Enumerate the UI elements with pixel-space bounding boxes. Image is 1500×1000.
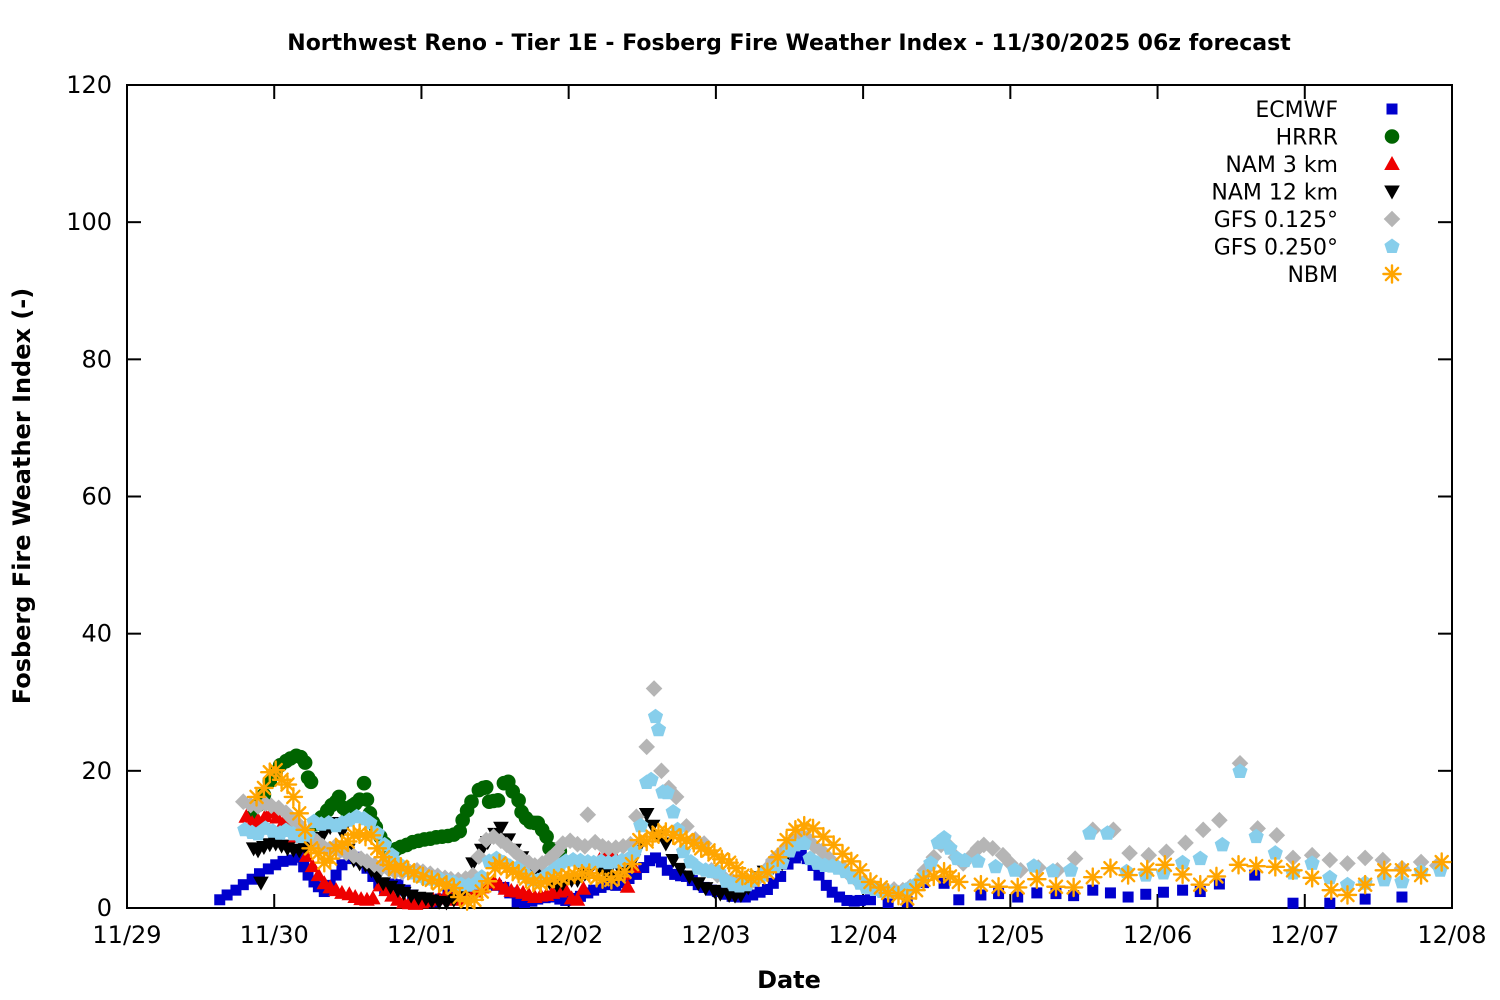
legend-marker-diamond-icon <box>1383 210 1401 228</box>
x-tick-label: 12/05 <box>976 921 1045 949</box>
y-tick-label: 100 <box>66 208 112 236</box>
y-tick-label: 60 <box>81 483 112 511</box>
x-tick-label: 12/02 <box>534 921 603 949</box>
y-tick-label: 120 <box>66 71 112 99</box>
legend-marker-asterisk-icon <box>1382 264 1402 284</box>
series-hrrr <box>244 748 568 861</box>
x-axis-label: Date <box>757 966 821 994</box>
chart-title: Northwest Reno - Tier 1E - Fosberg Fire … <box>287 31 1291 56</box>
legend-label-gfs-0-250-: GFS 0.250° <box>1214 236 1338 261</box>
x-tick-label: 12/03 <box>681 921 750 949</box>
x-tick-label: 11/29 <box>92 921 161 949</box>
plot-area: 11/29 11/30 12/01 12/02 12/03 12/04 12/05 12/06… <box>66 71 1486 949</box>
y-tick-label: 0 <box>97 894 112 922</box>
legend-marker-pentagon-icon <box>1384 238 1400 253</box>
series-nbm <box>246 760 1452 911</box>
legend-label-nbm: NBM <box>1287 263 1338 288</box>
x-tick-label: 12/04 <box>829 921 898 949</box>
legend-label-hrrr: HRRR <box>1276 126 1338 151</box>
legend-label-ecmwf: ECMWF <box>1255 98 1338 123</box>
legend-marker-triangle-up-icon <box>1384 156 1400 170</box>
x-tick-label: 11/30 <box>240 921 309 949</box>
legend-label-gfs-0-125-: GFS 0.125° <box>1214 208 1338 233</box>
x-tick-label: 12/06 <box>1123 921 1192 949</box>
y-tick-label: 80 <box>81 345 112 373</box>
y-axis-label: Fosberg Fire Weather Index (-) <box>8 288 36 704</box>
y-tick-label: 20 <box>81 757 112 785</box>
x-tick-label: 12/08 <box>1417 921 1486 949</box>
legend-marker-triangle-down-icon <box>1384 185 1400 200</box>
legend-label-nam-12-km: NAM 12 km <box>1211 181 1338 206</box>
legend-marker-square-icon <box>1386 103 1398 115</box>
legend-label-nam-3-km: NAM 3 km <box>1225 153 1338 178</box>
x-tick-label: 12/01 <box>387 921 456 949</box>
x-tick-label: 12/07 <box>1270 921 1339 949</box>
legend-marker-circle-icon <box>1384 129 1400 144</box>
y-tick-label: 40 <box>81 620 112 648</box>
